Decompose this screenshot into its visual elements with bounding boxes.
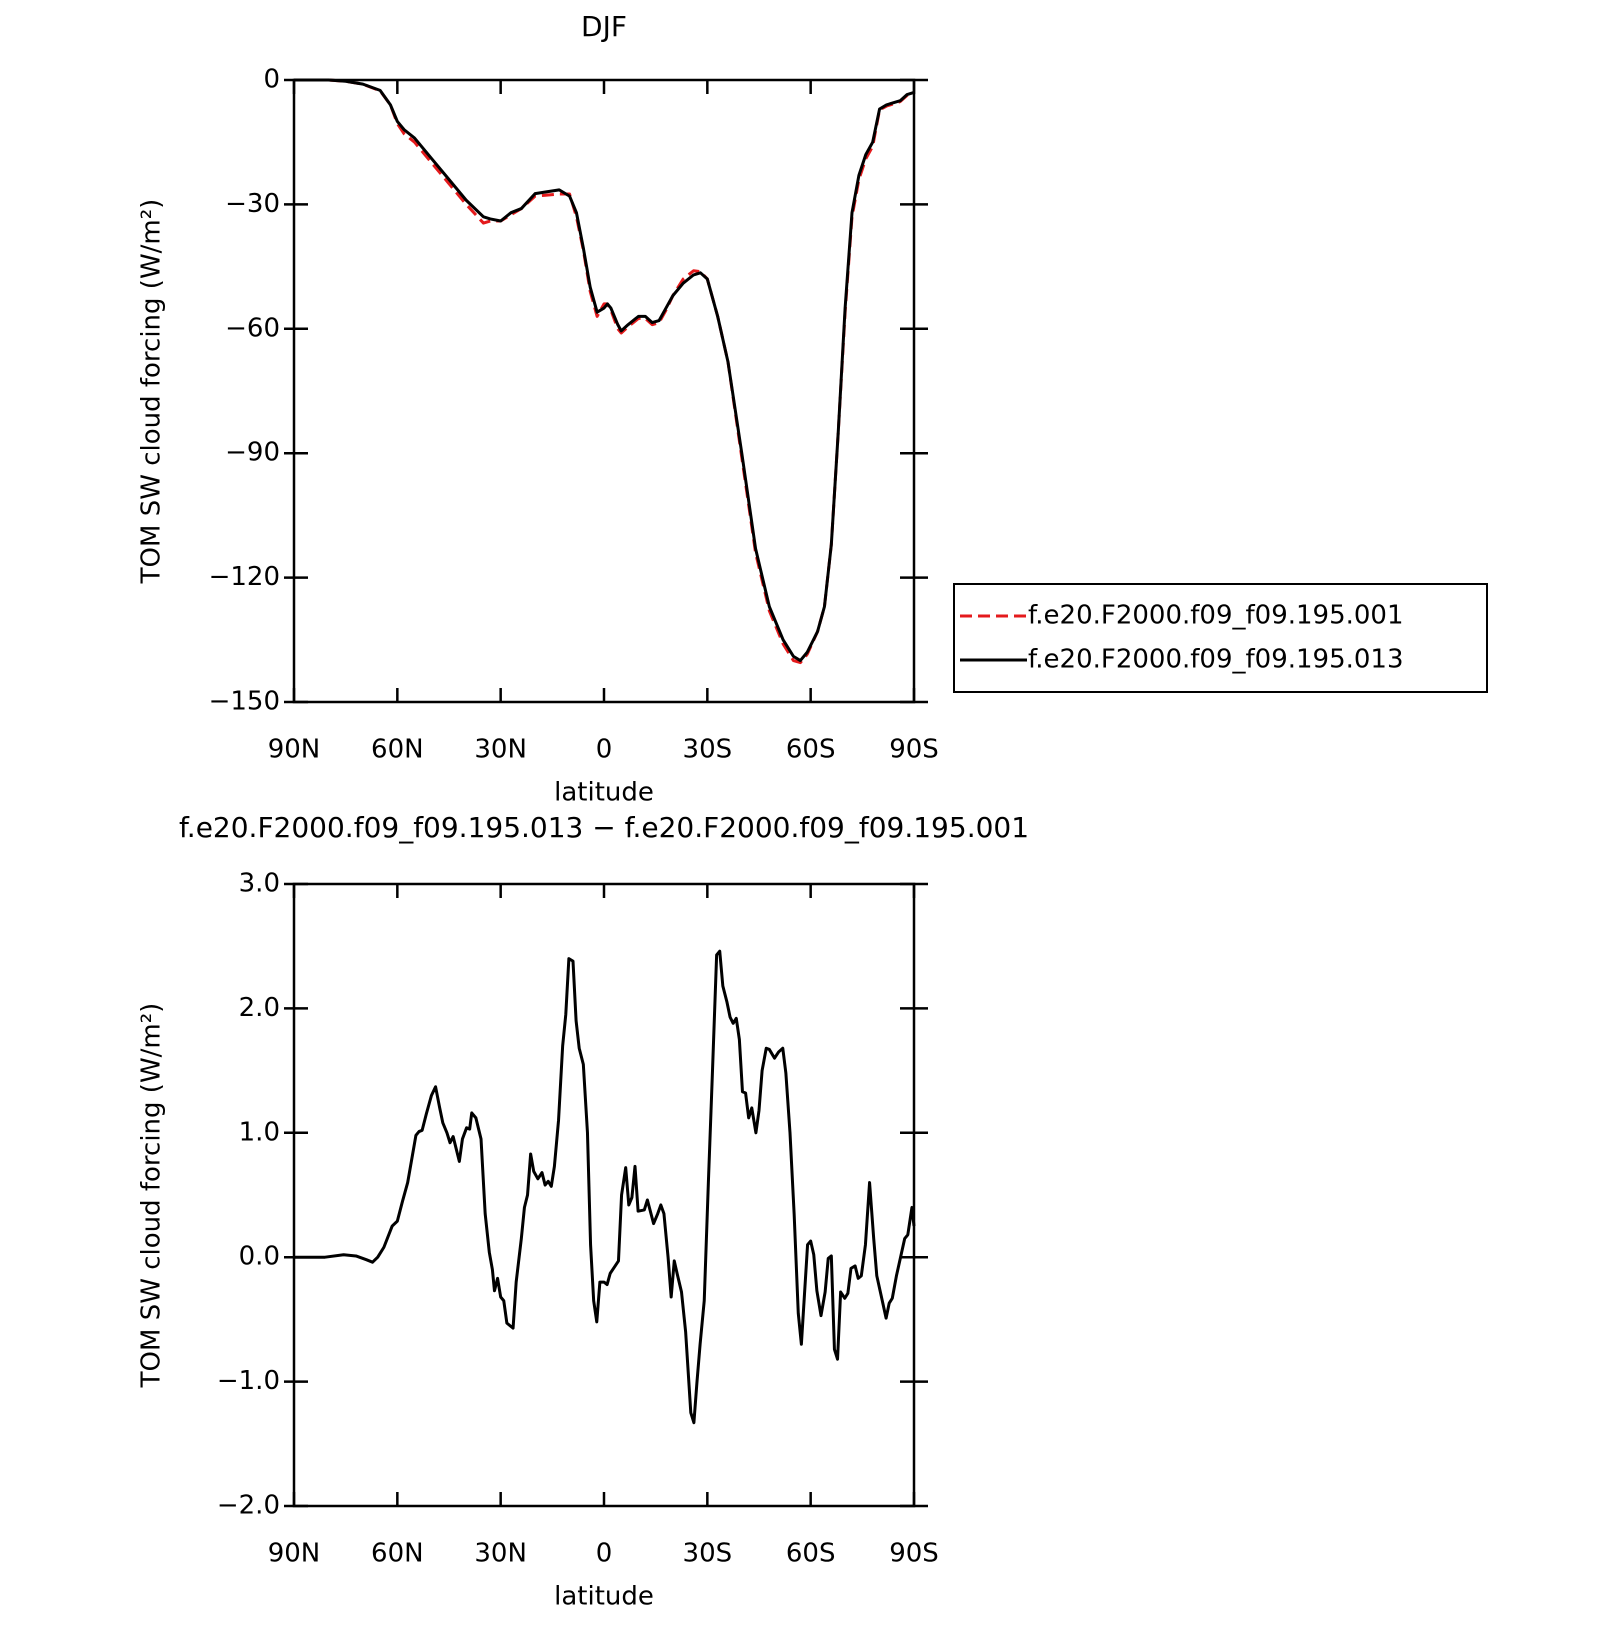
data-line (294, 78, 915, 665)
chart-title: DJF (581, 10, 627, 43)
y-tick-label: −150 (209, 687, 280, 717)
x-tick-label: 30S (683, 735, 733, 765)
y-tick-label: −120 (209, 562, 280, 592)
y-tick-label: −2.0 (217, 1491, 280, 1521)
y-tick-label: 2.0 (239, 993, 280, 1023)
data-line (294, 949, 916, 1425)
legend-box (953, 583, 1488, 693)
x-tick-label: 90S (889, 735, 939, 765)
x-tick-label: 0 (596, 1539, 613, 1569)
y-tick-label: −30 (225, 189, 280, 219)
x-axis-label: latitude (554, 1582, 654, 1612)
x-axis-label: latitude (554, 778, 654, 808)
y-tick-label: 0 (263, 65, 280, 95)
y-tick-label: 1.0 (239, 1117, 280, 1147)
y-tick-label: 0.0 (239, 1242, 280, 1272)
data-line (294, 78, 915, 663)
x-tick-label: 30N (474, 1539, 527, 1569)
y-tick-label: 3.0 (239, 869, 280, 899)
x-tick-label: 60N (371, 1539, 424, 1569)
legend-label: f.e20.F2000.f09_f09.195.001 (1028, 601, 1404, 631)
y-tick-label: −90 (225, 438, 280, 468)
x-tick-label: 30S (683, 1539, 733, 1569)
x-tick-label: 60S (786, 735, 836, 765)
legend-label: f.e20.F2000.f09_f09.195.013 (1028, 645, 1404, 675)
y-tick-label: −1.0 (217, 1366, 280, 1396)
plot-frame (292, 882, 916, 1508)
y-tick-label: −60 (225, 313, 280, 343)
x-tick-label: 90N (268, 1539, 321, 1569)
x-tick-label: 60N (371, 735, 424, 765)
x-tick-label: 90S (889, 1539, 939, 1569)
y-axis-label: TOM SW cloud forcing (W/m²) (137, 199, 167, 585)
x-tick-label: 90N (268, 735, 321, 765)
x-tick-label: 30N (474, 735, 527, 765)
plot-frame (292, 78, 916, 704)
x-tick-label: 60S (786, 1539, 836, 1569)
chart-title: f.e20.F2000.f09_f09.195.013 − f.e20.F200… (179, 811, 1029, 844)
y-axis-label: TOM SW cloud forcing (W/m²) (137, 1003, 167, 1389)
x-tick-label: 0 (596, 735, 613, 765)
